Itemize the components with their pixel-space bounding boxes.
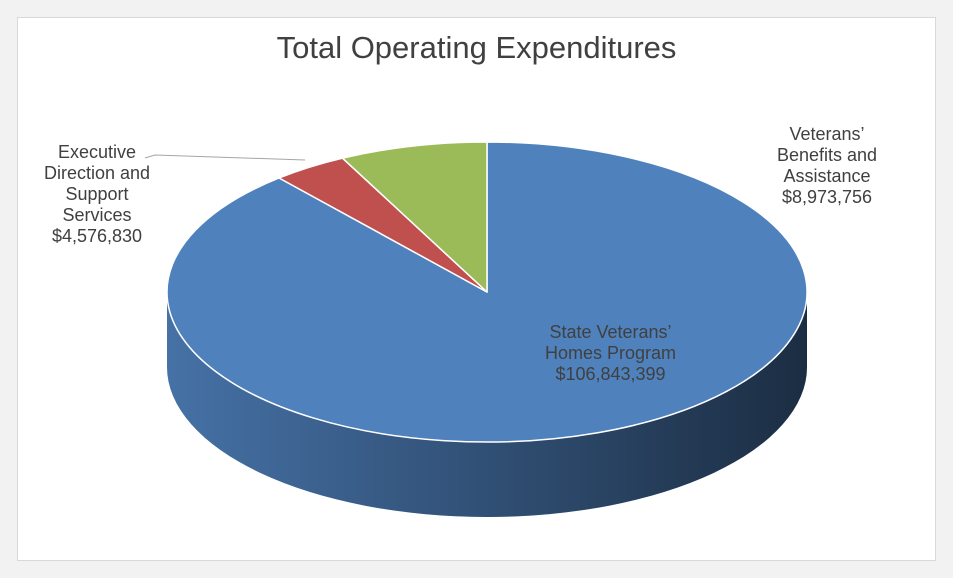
value-label: $8,973,756 <box>781 187 873 207</box>
value-label: $4,576,830 <box>51 226 143 246</box>
category-label: State Veterans’ Homes Program <box>544 322 677 363</box>
value-label: $106,843,399 <box>555 364 666 384</box>
data-label: State Veterans’ Homes Program $106,843,3… <box>538 322 683 385</box>
chart-title: Total Operating Expenditures <box>276 30 677 65</box>
side-shade <box>167 292 807 517</box>
category-label: Executive Direction and Support Services <box>43 142 151 225</box>
data-label: Veterans’ Benefits and Assistance $8,973… <box>768 124 886 208</box>
data-label: Executive Direction and Support Services… <box>38 142 156 247</box>
leader-line <box>144 154 306 161</box>
category-label: Veterans’ Benefits and Assistance <box>776 124 878 186</box>
slice <box>341 141 488 293</box>
